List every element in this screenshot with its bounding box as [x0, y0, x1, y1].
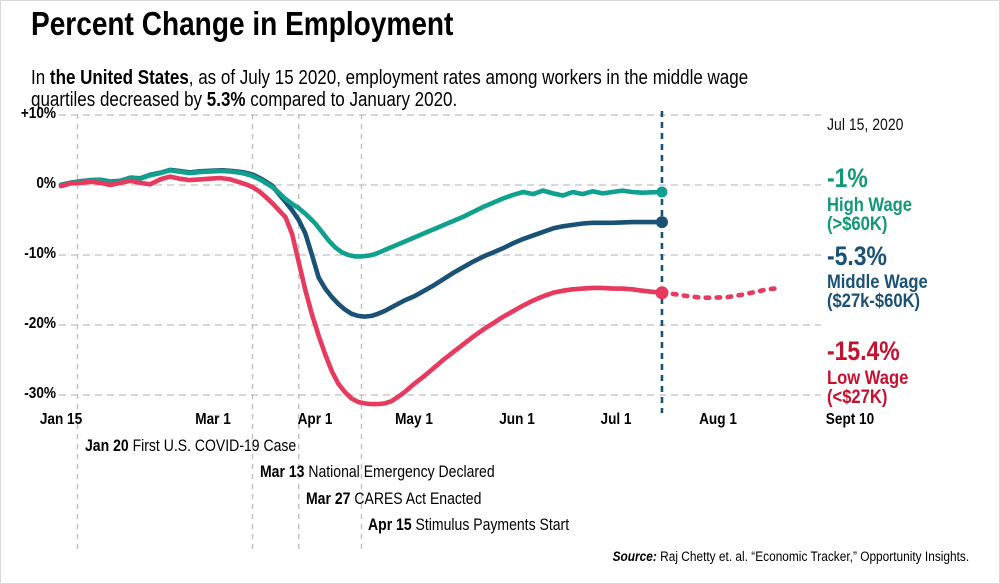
subtitle-bold-country: the United States [49, 67, 189, 89]
source-prefix: Source: [612, 549, 657, 564]
subtitle-text: In [31, 67, 50, 89]
subtitle-bold-value: 5.3% [206, 89, 246, 111]
subtitle: In the United States, as of July 15 2020… [31, 67, 800, 111]
middle-wage-label: Middle Wage ($27k-$60K) [827, 271, 928, 312]
high-wage-endpoint-dot [656, 186, 668, 198]
subtitle-text: , as of July 15 2020, employment rates a… [31, 67, 749, 111]
subtitle-text: compared to January 2020. [245, 89, 458, 111]
page-title: Percent Change in Employment [31, 5, 454, 42]
high-wage-value: -1% [827, 163, 868, 193]
low-wage-value: -15.4% [827, 336, 900, 366]
low-wage-line-forecast [659, 285, 784, 300]
middle-wage-endpoint-dot [655, 216, 668, 229]
high-wage-line [58, 168, 665, 259]
low-wage-endpoint-dot [655, 286, 669, 300]
low-wage-label: Low Wage (<$27K) [827, 367, 909, 408]
source-credit: Source: Raj Chetty et. al. “Economic Tra… [612, 549, 969, 564]
low-wage-line [58, 174, 665, 407]
marker-date-label: Jul 15, 2020 [827, 116, 904, 134]
high-wage-label: High Wage (>$60K) [827, 194, 913, 235]
middle-wage-value: -5.3% [827, 241, 887, 271]
source-text: Raj Chetty et. al. “Economic Tracker,” O… [656, 549, 969, 564]
